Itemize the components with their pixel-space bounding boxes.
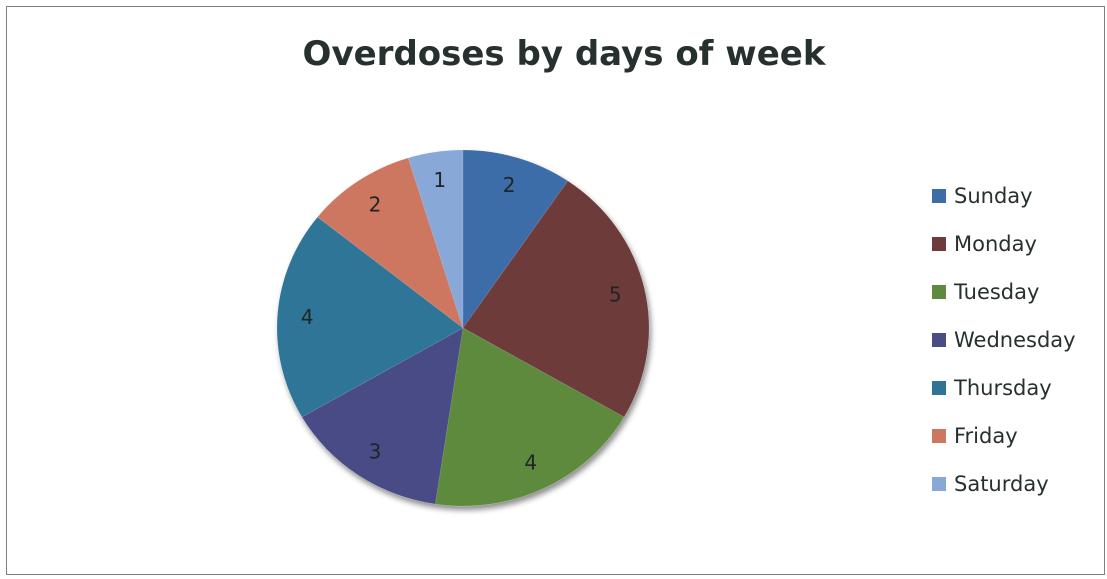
legend-label-friday: Friday <box>954 424 1018 448</box>
data-label-saturday: 1 <box>433 168 446 192</box>
data-label-monday: 5 <box>609 283 622 307</box>
legend-item-thursday: Thursday <box>932 364 1076 412</box>
legend-label-saturday: Saturday <box>954 472 1049 496</box>
legend-swatch-friday <box>932 429 946 443</box>
pie-slice-monday <box>462 180 650 418</box>
legend-swatch-wednesday <box>932 333 946 347</box>
pie-slice-saturday <box>407 149 464 329</box>
pie-slice-sunday <box>462 149 569 329</box>
pie-slice-thursday <box>276 216 464 418</box>
legend-item-monday: Monday <box>932 220 1076 268</box>
legend-swatch-tuesday <box>932 285 946 299</box>
legend-label-sunday: Sunday <box>954 184 1033 208</box>
pie-slices <box>276 149 650 507</box>
chart-title: Overdoses by days of week <box>302 34 826 74</box>
legend-label-monday: Monday <box>954 232 1037 256</box>
pie-slice-friday <box>317 157 464 329</box>
legend-swatch-monday <box>932 237 946 251</box>
legend-swatch-sunday <box>932 189 946 203</box>
legend: Sunday Monday Tuesday Wednesday Thursday Frid… <box>932 172 1076 508</box>
pie-slice-wednesday <box>301 327 464 505</box>
data-label-sunday: 2 <box>503 173 516 197</box>
legend-label-thursday: Thursday <box>954 376 1052 400</box>
data-label-wednesday: 3 <box>369 440 382 464</box>
legend-item-wednesday: Wednesday <box>932 316 1076 364</box>
pie-slice-tuesday <box>434 327 625 507</box>
data-label-friday: 2 <box>369 193 382 217</box>
legend-swatch-thursday <box>932 381 946 395</box>
legend-label-tuesday: Tuesday <box>954 280 1040 304</box>
legend-item-sunday: Sunday <box>932 172 1076 220</box>
data-label-thursday: 4 <box>301 305 314 329</box>
legend-item-saturday: Saturday <box>932 460 1076 508</box>
data-label-tuesday: 4 <box>524 451 537 475</box>
legend-item-tuesday: Tuesday <box>932 268 1076 316</box>
legend-swatch-saturday <box>932 477 946 491</box>
legend-item-friday: Friday <box>932 412 1076 460</box>
legend-label-wednesday: Wednesday <box>954 328 1076 352</box>
pie-data-labels: 2 5 4 3 4 2 1 <box>301 168 622 475</box>
